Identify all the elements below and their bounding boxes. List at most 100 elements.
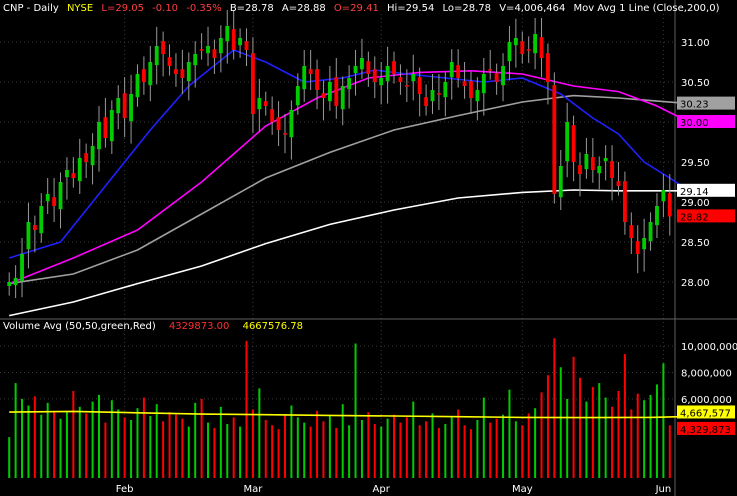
volume-bar <box>78 406 81 478</box>
candle-body <box>501 66 505 86</box>
volume-bar <box>258 388 261 478</box>
volume-bar <box>303 422 306 478</box>
candle-body <box>58 182 63 210</box>
month-label: Mar <box>243 484 263 495</box>
volume-bar <box>290 405 293 478</box>
volume-study-title: Volume Avg (50,50,green,Red) <box>3 321 156 332</box>
candle-body <box>250 53 255 114</box>
ask-price: A=28.88 <box>281 3 326 14</box>
candle-body <box>161 41 166 54</box>
volume-bar <box>174 414 177 478</box>
volume-bar <box>65 412 68 478</box>
candle-body <box>392 61 396 74</box>
volume-bar <box>540 392 543 478</box>
volume-badge-yellow-bg <box>677 405 735 419</box>
candle-body <box>417 77 422 94</box>
candle-body <box>199 49 204 51</box>
candle-body <box>552 85 557 194</box>
volume-bar <box>598 383 601 478</box>
change-value: -0.10 <box>152 3 179 14</box>
volume-bar <box>21 398 24 478</box>
volume-bar <box>104 422 107 478</box>
price-tick-label: 29.00 <box>681 198 710 209</box>
candle-body <box>565 122 570 162</box>
candle-body <box>321 93 326 98</box>
candle-body <box>289 110 294 138</box>
volume-bar <box>277 429 280 478</box>
price-badge-bg <box>677 183 735 197</box>
price-tick-label: 31.00 <box>681 38 710 49</box>
candle-body <box>642 238 647 250</box>
candle-body <box>360 58 364 70</box>
candle-body <box>533 34 538 54</box>
candle-body <box>244 41 249 50</box>
volume-bar <box>425 421 428 478</box>
candle-body <box>462 81 467 86</box>
volume-bar <box>155 404 158 478</box>
volume-bar <box>482 397 485 478</box>
volume-bar <box>508 389 511 478</box>
volume-bar <box>316 410 319 478</box>
volume-bar <box>649 394 652 478</box>
volume-bar <box>232 417 235 478</box>
volume-bar <box>469 429 472 478</box>
volume-bar <box>367 412 370 478</box>
volume-bar <box>585 401 588 478</box>
volume-bar <box>431 413 434 478</box>
volume-header: Volume Avg (50,50,green,Red) 4329873.00 … <box>3 321 313 332</box>
volume-bar <box>643 400 646 478</box>
volume-bar <box>207 422 210 478</box>
candle-body <box>443 82 448 98</box>
candle-body <box>655 206 659 226</box>
volume-bar <box>309 426 312 478</box>
candle-body <box>635 241 640 254</box>
price-badge: 30.00 <box>680 118 709 129</box>
candle-body <box>90 146 95 166</box>
volume-bar <box>534 408 537 478</box>
price-tick-label: 28.00 <box>681 278 710 289</box>
candle-body <box>257 98 262 110</box>
volume-bar <box>181 418 184 478</box>
volume-bar <box>328 416 331 478</box>
candle-body <box>366 61 371 74</box>
volume-bar <box>418 425 421 478</box>
candle-body <box>398 77 403 82</box>
candle-body <box>571 125 576 162</box>
candle-body <box>603 158 608 162</box>
volume-bar <box>40 414 43 478</box>
volume-bar <box>136 408 139 478</box>
symbol-label: CNP - Daily <box>3 3 59 14</box>
candle-body <box>558 166 563 198</box>
candle-body <box>622 181 627 222</box>
volume-bar <box>630 409 633 478</box>
volume-bar <box>213 427 216 478</box>
candle-body <box>578 165 582 174</box>
candle-body <box>7 282 12 286</box>
candle-body <box>513 38 518 46</box>
ma-slow-line <box>9 94 690 285</box>
candle-body <box>20 254 24 282</box>
candle-body <box>385 66 390 82</box>
candle-body <box>424 97 429 106</box>
volume-bar <box>271 425 274 478</box>
candle-body <box>347 78 352 90</box>
candle-body <box>270 109 275 122</box>
candle-body <box>597 166 602 174</box>
candle-body <box>122 93 127 118</box>
candle-body <box>52 197 57 206</box>
volume-bar <box>354 343 357 478</box>
candle-body <box>174 69 178 74</box>
volume-bar <box>502 414 505 478</box>
price-badge: 30.23 <box>680 100 709 111</box>
candle-body <box>379 78 384 86</box>
price-badge-bg <box>677 115 735 128</box>
volume-bar <box>444 423 447 478</box>
candle-body <box>334 77 339 106</box>
volume-tick-label: 8,000,000 <box>681 369 732 380</box>
last-price: L=29.05 <box>101 3 144 14</box>
candle-body <box>353 66 358 74</box>
volume-bar <box>322 421 325 478</box>
candle-body <box>32 225 37 230</box>
change-percent: -0.35% <box>186 3 222 14</box>
